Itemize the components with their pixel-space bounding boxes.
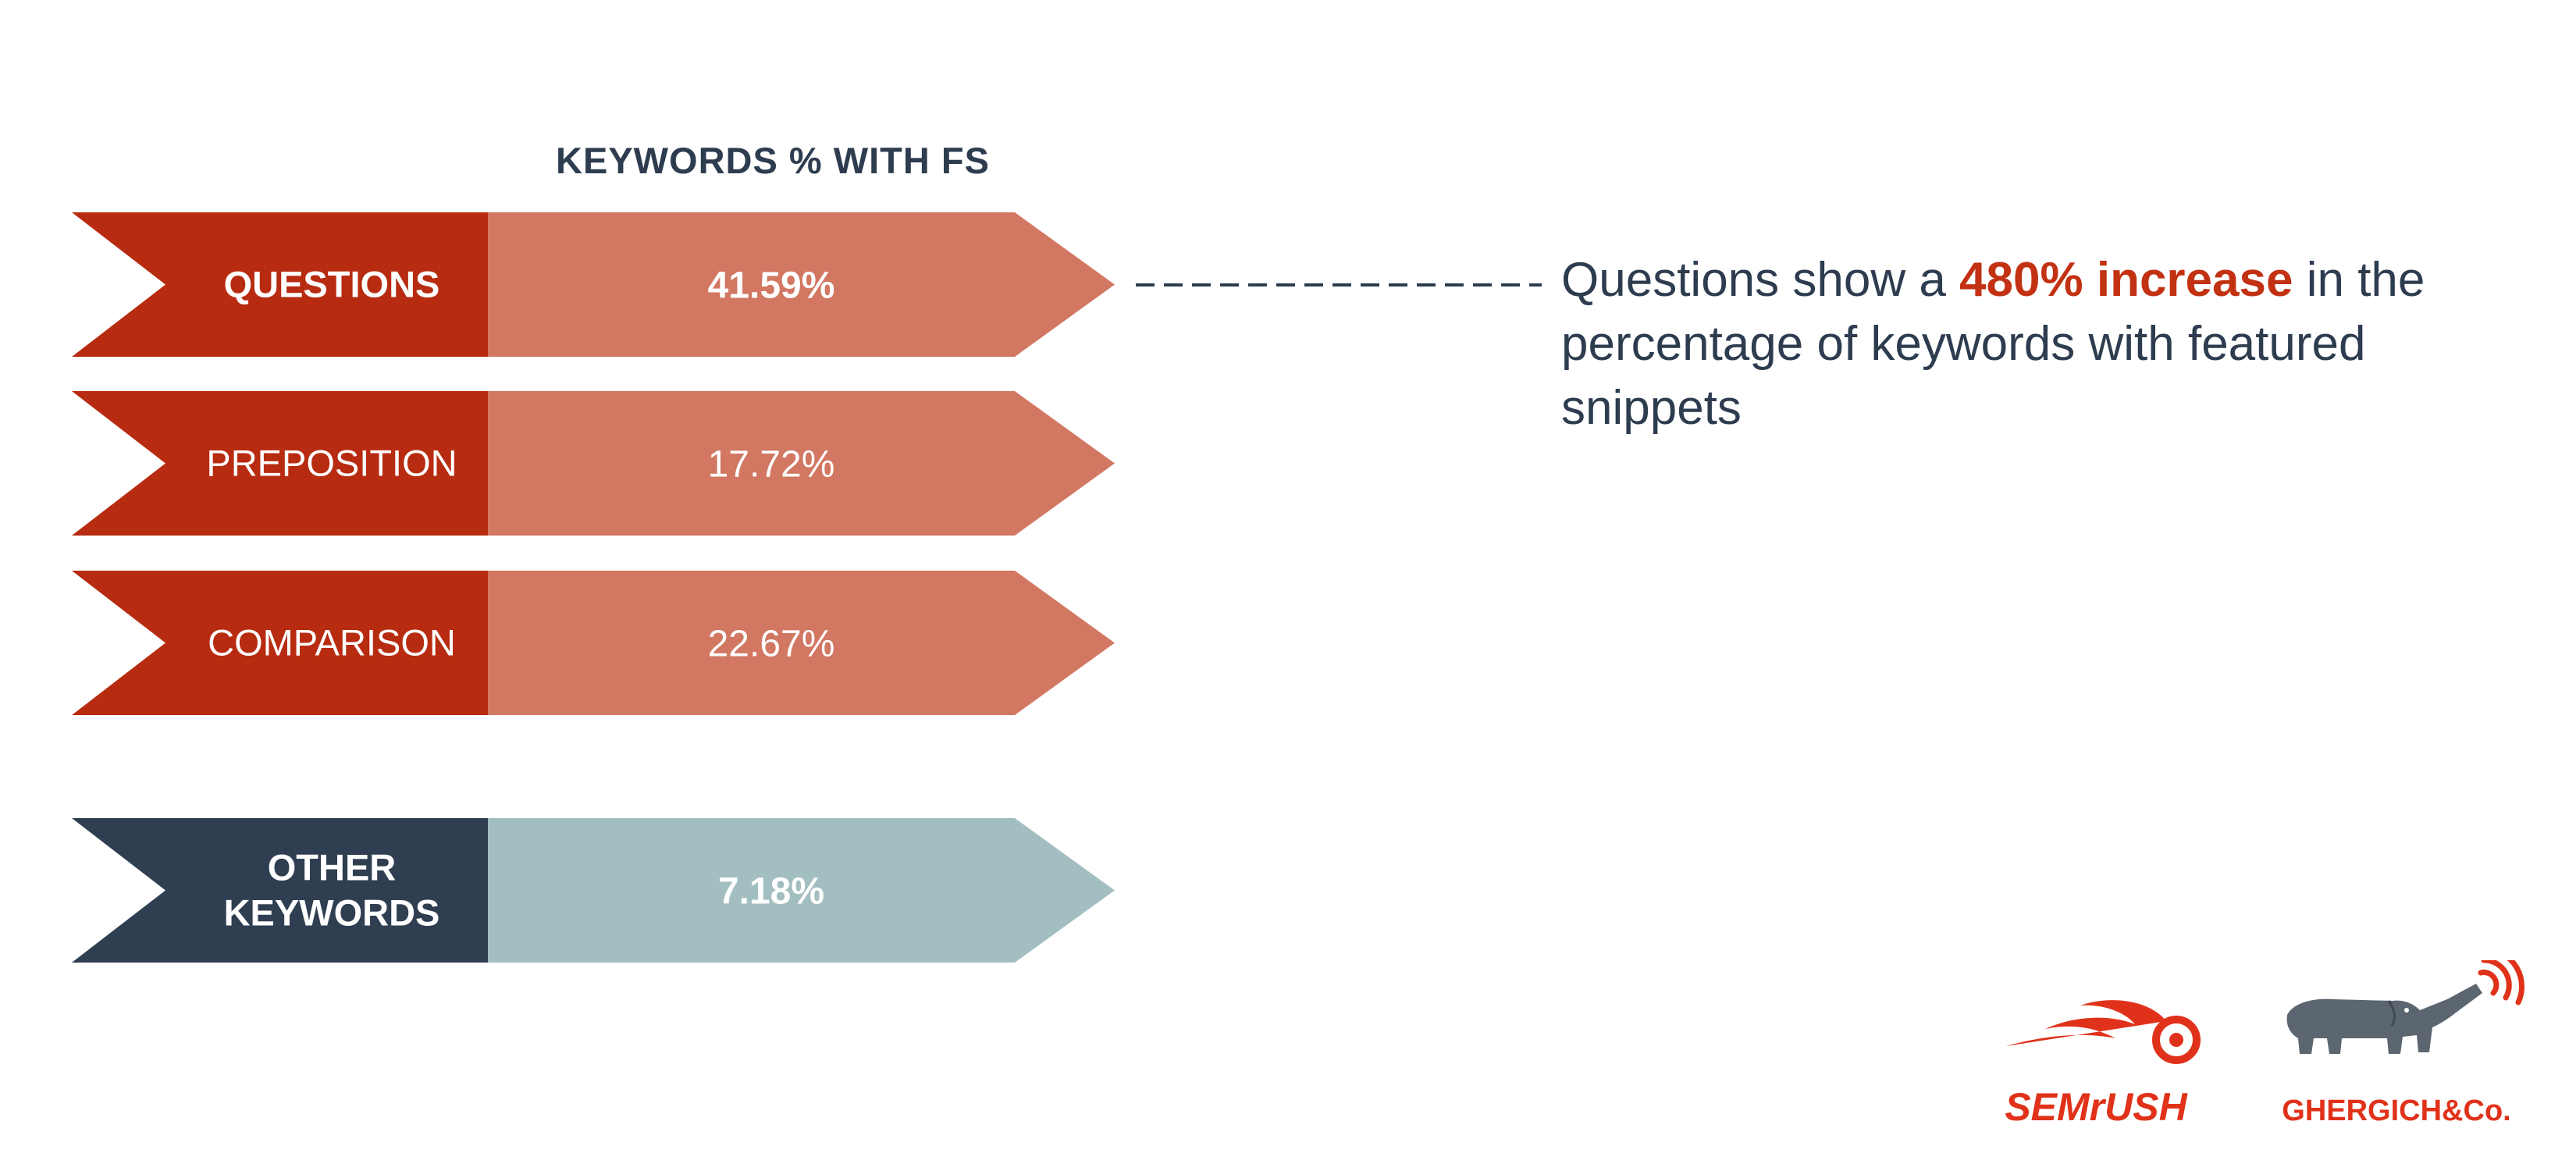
elephant-icon	[2286, 984, 2482, 1054]
bars-group: QUESTIONS 41.59% PREPOSITION 17.72% COMPARIS…	[72, 212, 1115, 963]
value-arrow	[488, 571, 1115, 715]
bar-row: COMPARISON 22.67%	[72, 571, 1115, 715]
value-label: 7.18%	[718, 871, 824, 913]
bar-row: OTHER KEYWORDS 7.18%	[72, 818, 1115, 963]
logos: SEMrUSH GHERGICH&Co.	[2005, 960, 2524, 1129]
category-label: COMPARISON	[208, 622, 456, 664]
signal-waves-icon	[2478, 960, 2524, 1005]
category-chevron	[72, 818, 488, 963]
semrush-wordmark: SEMrUSH	[2005, 1085, 2187, 1129]
annotation-text: Questions show a 480% increase in the pe…	[1561, 248, 2537, 440]
category-chevron	[72, 571, 488, 715]
category-chevron	[72, 391, 488, 536]
bar-row: PREPOSITION 17.72%	[72, 391, 1115, 536]
semrush-logo: SEMrUSH	[2005, 1000, 2201, 1129]
chart-title: KEYWORDS % WITH FS	[556, 140, 990, 181]
annotation-suffix: in the percentage of keywords with featu…	[1561, 253, 2425, 435]
value-arrow	[488, 818, 1115, 963]
annotation-prefix: Questions show a	[1561, 253, 1960, 307]
category-label: PREPOSITION	[206, 443, 457, 484]
ghergich-logo: GHERGICH&Co.	[2282, 960, 2524, 1127]
ghergich-wordmark: GHERGICH&Co.	[2282, 1094, 2510, 1127]
annotation-highlight: 480% increase	[1959, 253, 2293, 307]
value-label: 22.67%	[708, 624, 835, 665]
bar-row: QUESTIONS 41.59%	[72, 212, 1115, 357]
value-arrow	[488, 212, 1115, 357]
category-label: QUESTIONS	[224, 264, 440, 305]
value-label: 41.59%	[708, 265, 835, 307]
category-chevron	[72, 212, 488, 357]
value-label: 17.72%	[708, 444, 835, 486]
semrush-fireball-icon	[2006, 1000, 2201, 1064]
value-arrow	[488, 391, 1115, 536]
category-label: OTHER KEYWORDS	[224, 847, 440, 934]
